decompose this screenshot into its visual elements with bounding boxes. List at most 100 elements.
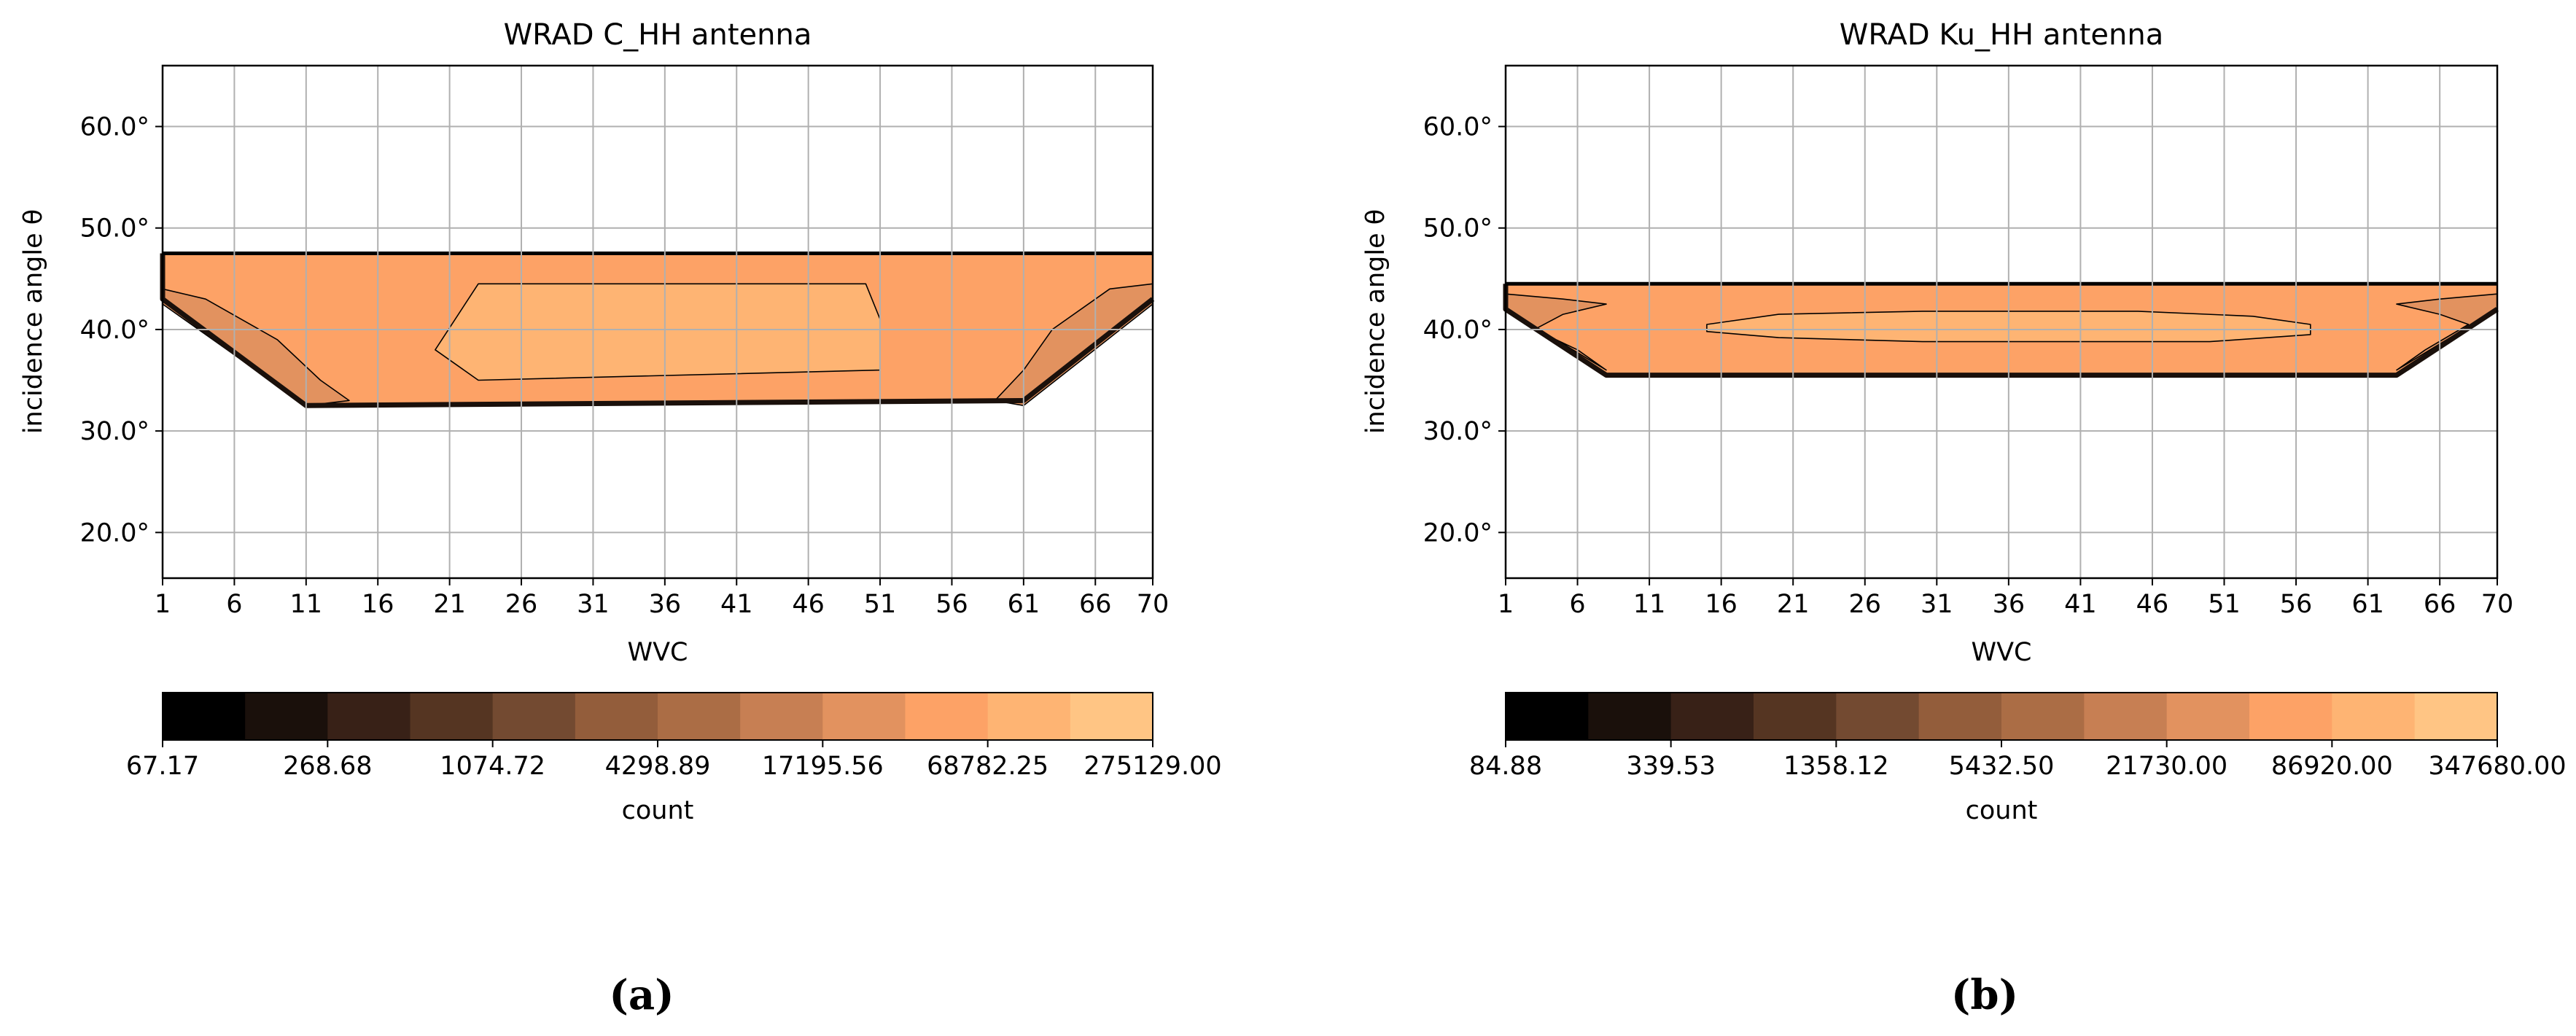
colorbar-tick-label: 21730.00 <box>2106 752 2227 781</box>
colorbar-swatch <box>575 693 658 740</box>
y-tick-label: 60.0° <box>1423 113 1493 142</box>
colorbar-tick-label: 86920.00 <box>2271 752 2393 781</box>
colorbar-swatch <box>1670 693 1754 740</box>
y-tick-label: 50.0° <box>80 214 149 244</box>
x-tick-label: 21 <box>1777 590 1810 619</box>
x-tick-label: 6 <box>226 590 242 619</box>
x-tick-label: 41 <box>720 590 753 619</box>
colorbar-tick-label: 67.17 <box>126 752 199 781</box>
colorbar-tick-label: 268.68 <box>283 752 372 781</box>
colorbar-tick-label: 84.88 <box>1469 752 1542 781</box>
y-tick-label: 30.0° <box>1423 417 1493 446</box>
y-tick-label: 60.0° <box>80 113 149 142</box>
colorbar-swatch <box>1070 693 1153 740</box>
y-axis-label: incidence angle θ <box>1361 209 1390 434</box>
y-tick-label: 20.0° <box>1423 518 1493 548</box>
colorbar-swatch <box>2249 693 2333 740</box>
colorbar-tick-label: 1358.12 <box>1783 752 1889 781</box>
colorbar-tick-label: 275129.00 <box>1083 752 1221 781</box>
y-tick-label: 40.0° <box>1423 316 1493 345</box>
y-tick-label: 50.0° <box>1423 214 1493 244</box>
y-ticks: 20.0° 30.0° 40.0° 50.0° 60.0° <box>80 113 163 548</box>
x-tick-label: 70 <box>2481 590 2514 619</box>
colorbar-swatch <box>245 693 329 740</box>
x-tick-label: 31 <box>577 590 610 619</box>
y-tick-label: 40.0° <box>80 316 149 345</box>
x-tick-label: 51 <box>2208 590 2241 619</box>
colorbar-swatch <box>1506 693 1589 740</box>
y-tick-label: 30.0° <box>80 417 149 446</box>
colorbar-swatch <box>2414 693 2498 740</box>
colorbar <box>1506 693 2498 740</box>
colorbar-swatch <box>163 693 246 740</box>
x-tick-label: 61 <box>2351 590 2384 619</box>
x-tick-label: 36 <box>1993 590 2026 619</box>
x-tick-label: 46 <box>792 590 825 619</box>
x-tick-label: 16 <box>1705 590 1738 619</box>
colorbar-tick-label: 5432.50 <box>1949 752 2055 781</box>
colorbar-swatch <box>2084 693 2168 740</box>
colorbar <box>163 693 1153 740</box>
colorbar-label: count <box>622 796 694 825</box>
x-tick-label: 11 <box>290 590 323 619</box>
x-tick-label: 61 <box>1008 590 1040 619</box>
y-tick-label: 20.0° <box>80 518 149 548</box>
colorbar-label: count <box>1966 796 2038 825</box>
x-tick-label: 1 <box>1498 590 1514 619</box>
x-tick-label: 6 <box>1569 590 1585 619</box>
x-tick-label: 11 <box>1633 590 1666 619</box>
colorbar-swatch <box>905 693 989 740</box>
colorbar-tick-label: 347680.00 <box>2428 752 2566 781</box>
plot-frame <box>161 64 1154 580</box>
colorbar-swatch <box>1754 693 1837 740</box>
x-axis-label: WVC <box>628 638 688 667</box>
colorbar-swatch <box>2332 693 2416 740</box>
colorbar-swatch <box>987 693 1071 740</box>
x-tick-label: 46 <box>2136 590 2169 619</box>
colorbar-swatch <box>658 693 741 740</box>
x-tick-label: 26 <box>505 590 538 619</box>
x-tick-label: 21 <box>433 590 466 619</box>
x-tick-label: 1 <box>155 590 171 619</box>
colorbar-tick-label: 68782.25 <box>927 752 1048 781</box>
grid <box>1505 66 2498 578</box>
colorbar-ticks: 84.88 339.53 1358.12 5432.50 21730.00 86920.0… <box>1469 740 2567 781</box>
colorbar-tick-label: 339.53 <box>1626 752 1715 781</box>
colorbar-tick-label: 1074.72 <box>440 752 545 781</box>
subfigure-label: (b) <box>1951 971 2018 1019</box>
x-tick-label: 66 <box>2424 590 2456 619</box>
x-tick-label: 70 <box>1137 590 1170 619</box>
plot-frame <box>1504 64 2499 580</box>
colorbar-swatch <box>740 693 824 740</box>
y-axis-label: incidence angle θ <box>19 209 48 434</box>
colorbar-swatch <box>1918 693 2002 740</box>
x-tick-label: 16 <box>362 590 394 619</box>
chart-title: WRAD C_HH antenna <box>504 18 812 52</box>
x-ticks: 1 6 11 16 21 26 31 36 41 46 51 56 61 66 70 <box>155 578 1169 619</box>
x-tick-label: 56 <box>2280 590 2313 619</box>
contour-region-1 <box>435 283 881 381</box>
x-tick-label: 26 <box>1848 590 1881 619</box>
panel-a: WRAD C_HH antenna 1 6 11 16 21 26 31 36 41 46 51 56… <box>19 18 1222 1019</box>
x-axis-label: WVC <box>1972 638 2032 667</box>
chart-title: WRAD Ku_HH antenna <box>1840 18 2163 52</box>
x-tick-label: 41 <box>2064 590 2097 619</box>
colorbar-swatch <box>2001 693 2085 740</box>
colorbar-tick-label: 4298.89 <box>605 752 711 781</box>
colorbar-swatch <box>822 693 906 740</box>
colorbar-swatch <box>1836 693 1920 740</box>
colorbar-swatch <box>2166 693 2250 740</box>
y-ticks: 20.0° 30.0° 40.0° 50.0° 60.0° <box>1423 113 1506 548</box>
subfigure-label: (a) <box>609 971 674 1019</box>
x-tick-label: 31 <box>1921 590 1953 619</box>
colorbar-ticks: 67.17 268.68 1074.72 4298.89 17195.56 68782.2… <box>126 740 1222 781</box>
x-ticks: 1 6 11 16 21 26 31 36 41 46 51 56 61 66 70 <box>1498 578 2513 619</box>
colorbar-swatch <box>492 693 576 740</box>
x-tick-label: 66 <box>1079 590 1112 619</box>
panel-b: WRAD Ku_HH antenna 1 6 11 16 21 26 31 36 41 46 51 5… <box>1361 18 2567 1019</box>
colorbar-tick-label: 17195.56 <box>762 752 884 781</box>
colorbar-swatch <box>327 693 411 740</box>
colorbar-swatch <box>410 693 494 740</box>
x-tick-label: 36 <box>649 590 682 619</box>
